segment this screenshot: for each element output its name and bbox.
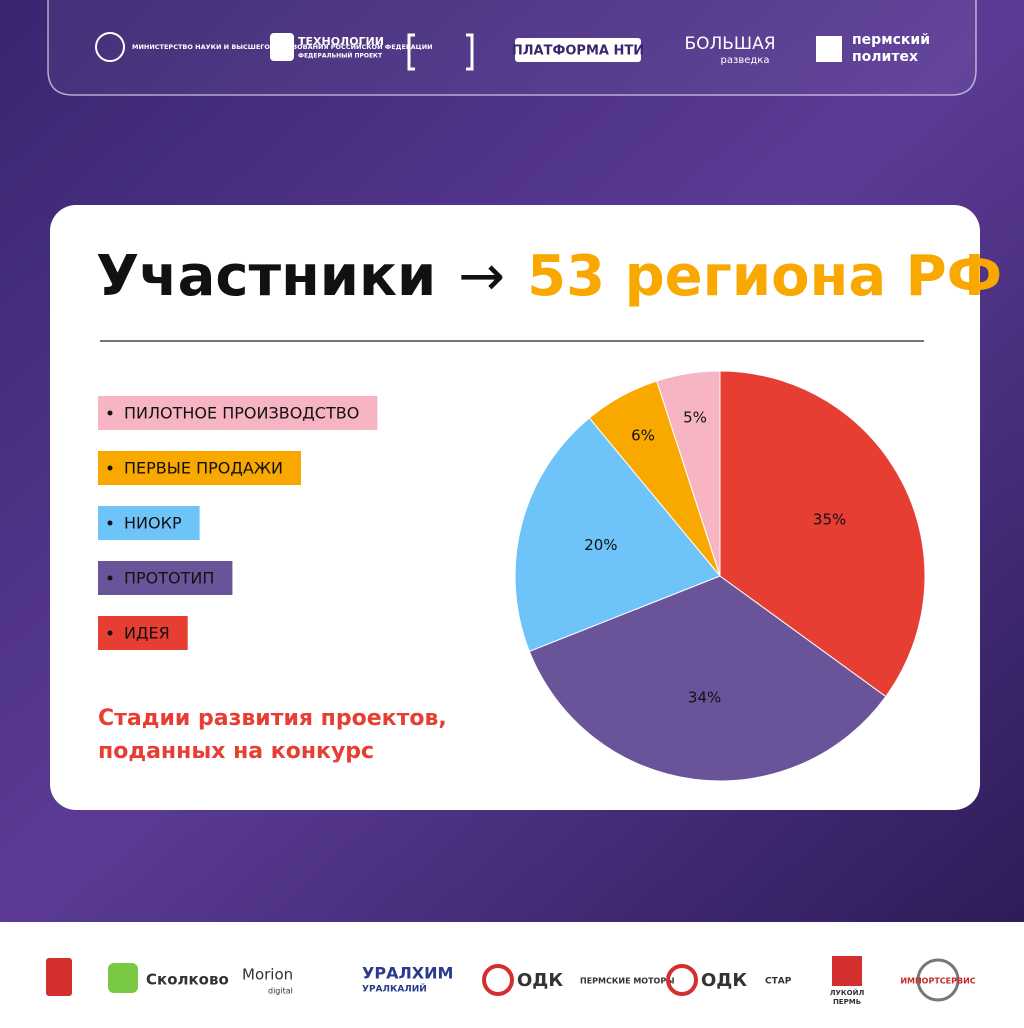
legend-bullet [107,465,113,471]
logo-text: политех [852,49,918,65]
slice-label: 34% [688,689,721,707]
title-arrow: → [458,244,505,309]
slice-label: 20% [584,536,617,554]
logo-text: пермский [852,32,930,48]
logo-text: ИМПОРТСЕРВИС [900,977,975,986]
legend-bullet [107,410,113,416]
legend-label: ПЕРВЫЕ ПРОДАЖИ [124,459,283,478]
logo-text: Сколково [146,971,229,989]
logo-text: БОЛЬШАЯ [684,34,775,54]
logo-text: ПЛАТФОРМА НТИ [512,44,644,59]
pie: 5% 6% 20% 34% 35% [514,370,926,782]
title-highlight: 53 региона РФ [527,244,1002,309]
logo-text: разведка [721,55,770,66]
logo-text: ФЕДЕРАЛЬНЫЙ ПРОЕКТ [298,52,383,60]
title-row: Участники → 53 региона РФ [96,244,1002,309]
logo-icon [666,964,698,996]
header-frame [47,0,977,96]
legend-bullet [107,520,113,526]
legend-label: ПРОТОТИП [124,569,214,588]
logo-text: Morion [242,966,293,984]
subtitle: поданных на конкурс [98,739,374,764]
slice-label: 6% [631,426,655,444]
logo-icon [816,36,842,62]
logo-icon [916,958,960,1002]
logo-text: СТАР [765,977,792,987]
legend-swatch [98,396,378,430]
legend-bullet [107,630,113,636]
legend-swatch [98,616,188,650]
logo-text: digital [268,987,293,996]
footer-logos: Сколково Morion digital УРАЛХИМ УРАЛКАЛИ… [46,956,976,1006]
logo-text: УРАЛКАЛИЙ [362,983,427,995]
legend-label: НИОКР [124,514,182,533]
subtitle: Стадии развития проектов, [98,706,447,731]
slice-label: 5% [683,409,707,427]
legend-swatch [98,506,200,540]
legend-bullet [107,575,113,581]
logo-text: ТЕХНОЛОГИИ [298,35,384,48]
legend-swatch [98,561,233,595]
coat-of-arms [46,958,72,996]
logo-icon [832,956,862,986]
emblem [95,32,125,62]
legend: ПИЛОТНОЕ ПРОИЗВОДСТВО ПЕРВЫЕ ПРОДАЖИ НИОКР… [98,396,378,650]
logo-icon [407,33,474,71]
logo-text: ОДК [517,970,563,991]
slice-label: 35% [813,511,846,529]
header-logos: МИНИСТЕРСТВО НАУКИ И ВЫСШЕГО ОБРАЗОВАНИЯ… [95,32,930,71]
logo-icon [270,33,294,61]
legend-label: ИДЕЯ [124,624,170,643]
legend-swatch [98,451,301,485]
logo-text: УРАЛХИМ [362,964,453,983]
logo-box [515,38,641,62]
logo-text: ПЕРМСКИЕ МОТОРЫ [580,977,675,986]
logo-text: ОДК [701,970,747,991]
pie-slice [719,370,926,698]
logo-text: ПЕРМЬ [833,998,861,1006]
logo-text: ЛУКОЙЛ [830,988,865,997]
logo-icon [482,964,514,996]
legend-label: ПИЛОТНОЕ ПРОИЗВОДСТВО [124,404,359,423]
logo-icon [108,963,138,993]
pie-slice [528,575,887,782]
chart-title: Участники [96,244,436,309]
pie-slice [514,417,721,653]
